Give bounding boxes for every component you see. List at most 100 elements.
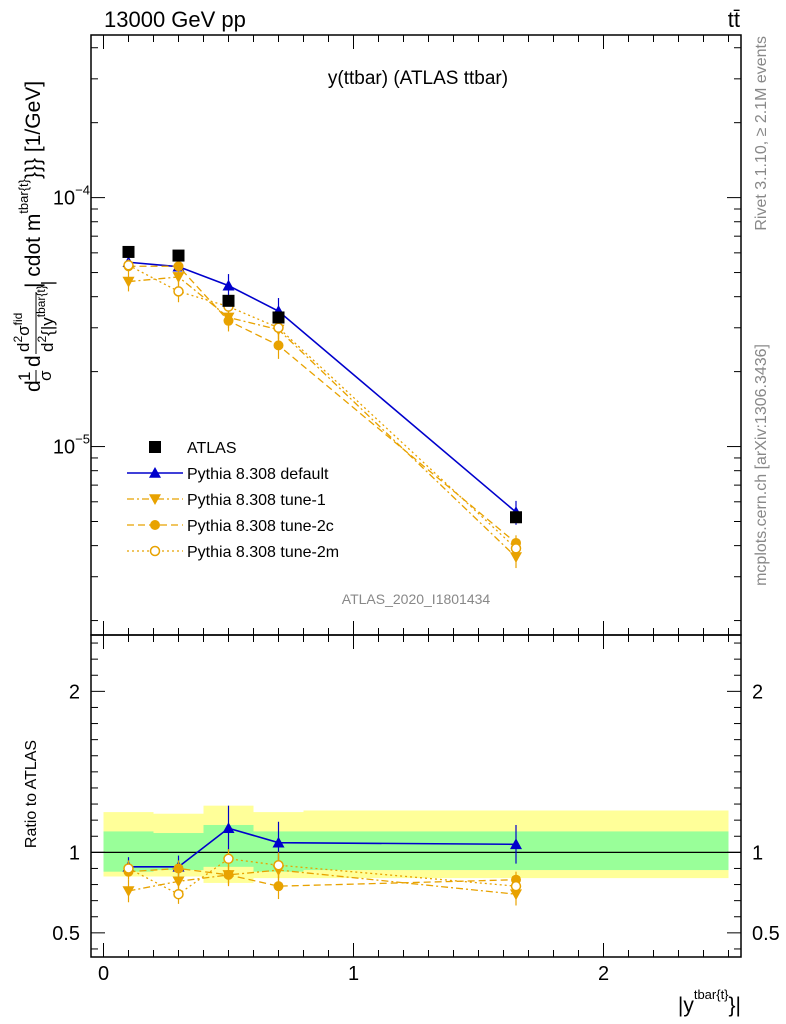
ratio-axis-ticks: 0.5 0.5 1 1 2 2 0 1 2	[52, 635, 780, 985]
data-point	[172, 272, 185, 283]
analysis-watermark: ATLAS_2020_I1801434	[342, 591, 491, 607]
data-point	[273, 322, 284, 334]
rivet-version-label: Rivet 3.1.10, ≥ 2.1M events	[753, 36, 770, 231]
data-point	[122, 276, 135, 288]
ratio-y-tick-label-right: 2	[752, 681, 763, 703]
data-point	[222, 294, 235, 307]
legend-entry: Pythia 8.308 tune-2c	[127, 518, 334, 535]
main-plot-title: y(ttbar) (ATLAS ttbar)	[328, 68, 508, 89]
legend-marker	[150, 520, 160, 530]
ratio-series-layer	[122, 805, 522, 906]
legend-marker	[149, 494, 161, 505]
ylabel-one: 1	[15, 372, 34, 381]
ratio-point	[273, 881, 284, 892]
xlabel-end: }|	[729, 994, 741, 1017]
legend-entry: Pythia 8.308 tune-1	[127, 492, 326, 509]
legend-label: Pythia 8.308 tune-2c	[187, 518, 334, 535]
ratio-point	[123, 863, 134, 874]
series-pythia-8-308-tune-2m	[123, 259, 522, 558]
legend-entry: Pythia 8.308 default	[127, 466, 329, 483]
ratio-series-pythia-8-308-tune-2m	[123, 849, 522, 904]
xlabel-sup: tbar{t}	[694, 987, 729, 1002]
header-energy: 13000 GeV pp	[104, 7, 246, 32]
legend-marker	[149, 467, 161, 478]
main-y-axis-label: d 1 σ d d2σfid d2{|ytbar{t}| | cdot mtba…	[11, 81, 57, 392]
svg-text:d2{|ytbar{t}|: d2{|ytbar{t}|	[34, 281, 57, 352]
main-y-tick-label: 10−5	[53, 432, 90, 459]
ylabel-num-d: d	[14, 343, 33, 352]
xlabel-main: |y	[678, 994, 694, 1017]
ratio-x-axis-label: |ytbar{t}}|	[678, 987, 741, 1017]
data-point	[510, 543, 522, 554]
legend-label: Pythia 8.308 tune-1	[187, 492, 326, 509]
data-point	[223, 315, 234, 326]
svg-text:| cdot mtbar{t}}}} [1/GeV]: | cdot mtbar{t}}}} [1/GeV]	[16, 81, 45, 288]
ratio-y-tick-label: 0.5	[52, 923, 80, 945]
series-atlas	[122, 245, 522, 524]
ratio-point	[222, 822, 235, 833]
ratio-y-tick-label: 2	[69, 681, 80, 703]
mcplots-label: mcplots.cern.ch [arXiv:1306.3436]	[753, 344, 770, 586]
ylabel-tail: | cdot m	[22, 214, 45, 288]
main-series-layer	[122, 245, 522, 569]
data-point	[510, 552, 522, 564]
ratio-y-tick-label-right: 0.5	[752, 923, 780, 945]
legend-entry: ATLAS	[149, 440, 237, 457]
svg-text:d2σfid: d2σfid	[11, 313, 33, 352]
ylabel-sigma: σ	[36, 370, 55, 381]
ylabel-den-sup: 2	[35, 336, 49, 343]
data-point	[173, 261, 184, 272]
ratio-panel: 0.5 0.5 1 1 2 2 0 1 2 Ratio to ATLAS |ytbar{t}}|	[23, 634, 780, 1017]
data-point	[273, 340, 284, 351]
series-line	[128, 264, 517, 549]
legend-marker	[149, 545, 161, 557]
ylabel-num-sigma: σ	[14, 325, 33, 336]
ylabel-num-fid: fid	[11, 313, 25, 326]
ratio-point	[273, 859, 284, 871]
ratio-point	[173, 863, 184, 874]
main-y-tick-label: 10−4	[53, 183, 90, 210]
legend: ATLAS Pythia 8.308 default Pythia 8.308 tu…	[127, 440, 339, 561]
ratio-point	[223, 853, 234, 865]
legend-label: Pythia 8.308 default	[187, 466, 329, 483]
data-point	[123, 259, 134, 271]
ratio-y-tick-label-right: 1	[752, 842, 763, 864]
ylabel-d-second: d	[22, 355, 45, 367]
ratio-plot-frame	[90, 634, 742, 958]
main-axis-ticks: 10−4 10−5	[53, 35, 741, 635]
data-point	[122, 245, 135, 258]
data-point	[272, 311, 285, 324]
legend-entry: Pythia 8.308 tune-2m	[127, 544, 339, 561]
series-line	[128, 276, 517, 558]
ratio-y-axis-label: Ratio to ATLAS	[23, 740, 40, 848]
ylabel-num-sup: 2	[11, 336, 25, 343]
ratio-point	[510, 880, 522, 892]
ratio-y-tick-label: 1	[69, 842, 80, 864]
ratio-point	[223, 869, 234, 880]
ratio-x-tick-label: 1	[348, 963, 359, 985]
ylabel-tail-end: }}} [1/GeV]	[22, 81, 45, 179]
ylabel-den-rest: {|y	[38, 317, 57, 336]
ylabel-den-end: |	[38, 281, 57, 285]
series-pythia-8-308-default	[122, 256, 522, 525]
legend-marker	[149, 441, 161, 453]
ratio-point	[122, 886, 135, 897]
ylabel-tail-sup: tbar{t}	[16, 178, 31, 213]
data-point	[173, 286, 184, 297]
main-panel: 10−4 10−5 y(ttbar) (ATLAS ttbar) ATLAS_20…	[11, 34, 742, 636]
data-point	[222, 279, 235, 291]
svg-text:d: d	[22, 380, 45, 392]
data-point	[172, 249, 185, 262]
ratio-point	[272, 836, 285, 848]
ratio-x-tick-label: 0	[98, 963, 109, 985]
ylabel-den-d: d	[38, 343, 57, 352]
header-process: tt̄	[728, 7, 740, 32]
legend-label: ATLAS	[187, 440, 237, 457]
ylabel-den-sup2: tbar{t}	[34, 285, 48, 317]
ylabel-d: d	[22, 380, 45, 392]
data-point	[510, 511, 522, 524]
ratio-point	[172, 876, 185, 888]
ratio-point	[173, 888, 184, 900]
legend-label: Pythia 8.308 tune-2m	[187, 544, 339, 561]
